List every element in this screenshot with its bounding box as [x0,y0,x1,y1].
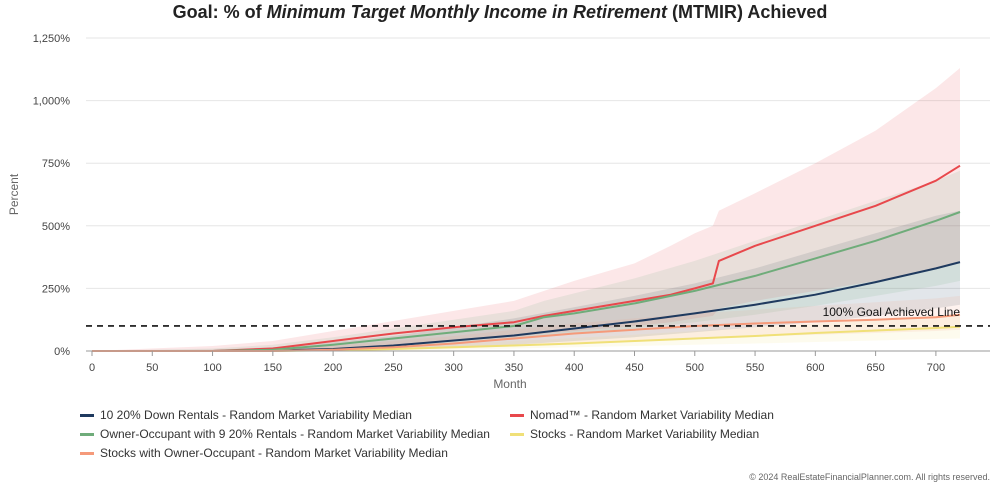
x-tick-label: 550 [746,362,764,374]
legend-label: Owner-Occupant with 9 20% Rentals - Rand… [100,427,490,441]
legend-label: Stocks - Random Market Variability Media… [530,427,760,441]
y-tick-label: 500% [42,221,70,233]
x-tick-label: 200 [324,362,342,374]
y-tick-label: 250% [42,283,70,295]
x-tick-label: 50 [146,362,158,374]
legend-item-stocks[interactable]: Stocks - Random Market Variability Media… [510,427,759,441]
series-band [92,68,960,351]
legend-label: 10 20% Down Rentals - Random Market Vari… [100,408,412,422]
goal-reference-label: 100% Goal Achieved Line [823,305,961,319]
x-tick-label: 300 [444,362,462,374]
x-tick-label: 700 [927,362,945,374]
legend-item-rentals[interactable]: 10 20% Down Rentals - Random Market Vari… [80,408,412,422]
y-tick-label: 1,000% [33,96,71,108]
copyright-footer: © 2024 RealEstateFinancialPlanner.com. A… [749,472,990,482]
chart-title: Goal: % of Minimum Target Monthly Income… [172,2,828,22]
chart-svg: 100% Goal Achieved Line 0% 250% 500% 750% 1,… [7,33,990,391]
y-axis-label: Percent [7,173,21,215]
legend-swatch [510,413,524,417]
x-tick-label: 400 [565,362,583,374]
x-tick-label: 100 [203,362,221,374]
legend-label: Stocks with Owner-Occupant - Random Mark… [100,446,448,460]
axes: 0% 250% 500% 750% 1,000% 1,250% 0 50 100 150 200 25… [7,33,990,391]
y-tick-label: 0% [54,346,70,358]
x-tick-label: 250 [384,362,402,374]
x-tick-label: 150 [264,362,282,374]
x-axis-label: Month [493,377,526,391]
x-tick-label: 350 [505,362,523,374]
x-tick-label: 650 [866,362,884,374]
legend-item-stocks-owner-occupant[interactable]: Stocks with Owner-Occupant - Random Mark… [80,446,448,460]
series-band [92,313,960,351]
x-tick-label: 600 [806,362,824,374]
legend-item-owner-occupant[interactable]: Owner-Occupant with 9 20% Rentals - Rand… [80,427,490,441]
x-tick-label: 0 [89,362,95,374]
series-line [92,211,961,352]
legend-swatch [80,451,94,455]
legend-item-nomad[interactable]: Nomad™ - Random Market Variability Media… [510,408,774,422]
x-tick-label: 450 [625,362,643,374]
y-tick-label: 1,250% [33,33,71,45]
x-tick-label: 500 [686,362,704,374]
legend-swatch [80,432,94,436]
reference-line: 100% Goal Achieved Line [86,305,990,327]
y-tick-label: 750% [42,158,70,170]
series-line [92,164,961,352]
legend-swatch [510,432,524,436]
legend-label: Nomad™ - Random Market Variability Media… [530,408,774,422]
legend-swatch [80,413,94,417]
series-band [92,210,960,351]
